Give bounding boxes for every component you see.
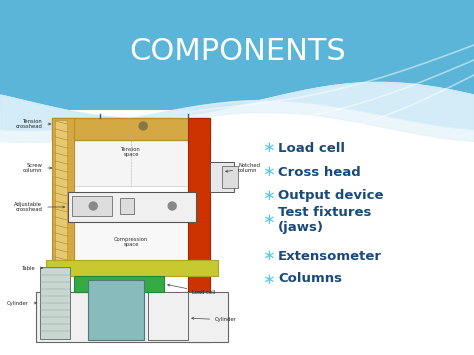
- Text: Cylinder: Cylinder: [191, 317, 237, 322]
- Text: ∗: ∗: [262, 189, 274, 203]
- Text: ∗: ∗: [262, 213, 274, 228]
- Bar: [72, 196, 112, 216]
- Text: ∗: ∗: [262, 248, 274, 263]
- Text: ∗: ∗: [262, 141, 274, 155]
- Text: ∗: ∗: [262, 272, 274, 286]
- Bar: [120, 198, 134, 214]
- Bar: [148, 292, 188, 340]
- Text: Cylinder: Cylinder: [6, 300, 36, 306]
- Text: Load cell: Load cell: [168, 284, 215, 295]
- Text: COMPONENTS: COMPONENTS: [129, 38, 346, 66]
- Circle shape: [168, 202, 176, 210]
- Text: Screw
column: Screw column: [23, 163, 52, 173]
- Text: Columns: Columns: [278, 273, 342, 285]
- Bar: [188, 266, 210, 342]
- Bar: [40, 267, 70, 339]
- Text: Test fixtures
(jaws): Test fixtures (jaws): [278, 206, 372, 234]
- Text: Tension
space: Tension space: [121, 147, 141, 157]
- Bar: [222, 166, 238, 188]
- Text: Table: Table: [21, 266, 43, 271]
- Text: Tension
crosshead: Tension crosshead: [15, 119, 51, 130]
- Text: Output device: Output device: [278, 190, 383, 202]
- Bar: [74, 222, 188, 260]
- Bar: [52, 118, 74, 266]
- Text: Adjustable
crosshead: Adjustable crosshead: [14, 202, 65, 212]
- Text: Cross head: Cross head: [278, 165, 361, 179]
- Bar: [52, 118, 210, 140]
- Bar: [68, 192, 196, 222]
- Bar: [55, 120, 67, 264]
- Text: Compression
space: Compression space: [114, 236, 148, 247]
- Bar: [36, 292, 228, 342]
- Text: Extensometer: Extensometer: [278, 250, 382, 262]
- Text: Load cell: Load cell: [278, 142, 345, 154]
- Bar: [46, 260, 218, 276]
- Text: ∗: ∗: [262, 164, 274, 180]
- Bar: [0, 110, 474, 355]
- Bar: [88, 280, 144, 340]
- Text: Notched
column: Notched column: [226, 163, 260, 173]
- Bar: [74, 118, 188, 186]
- Bar: [210, 162, 234, 192]
- Bar: [74, 276, 164, 292]
- Bar: [188, 118, 210, 266]
- Circle shape: [89, 202, 97, 210]
- Circle shape: [139, 122, 147, 130]
